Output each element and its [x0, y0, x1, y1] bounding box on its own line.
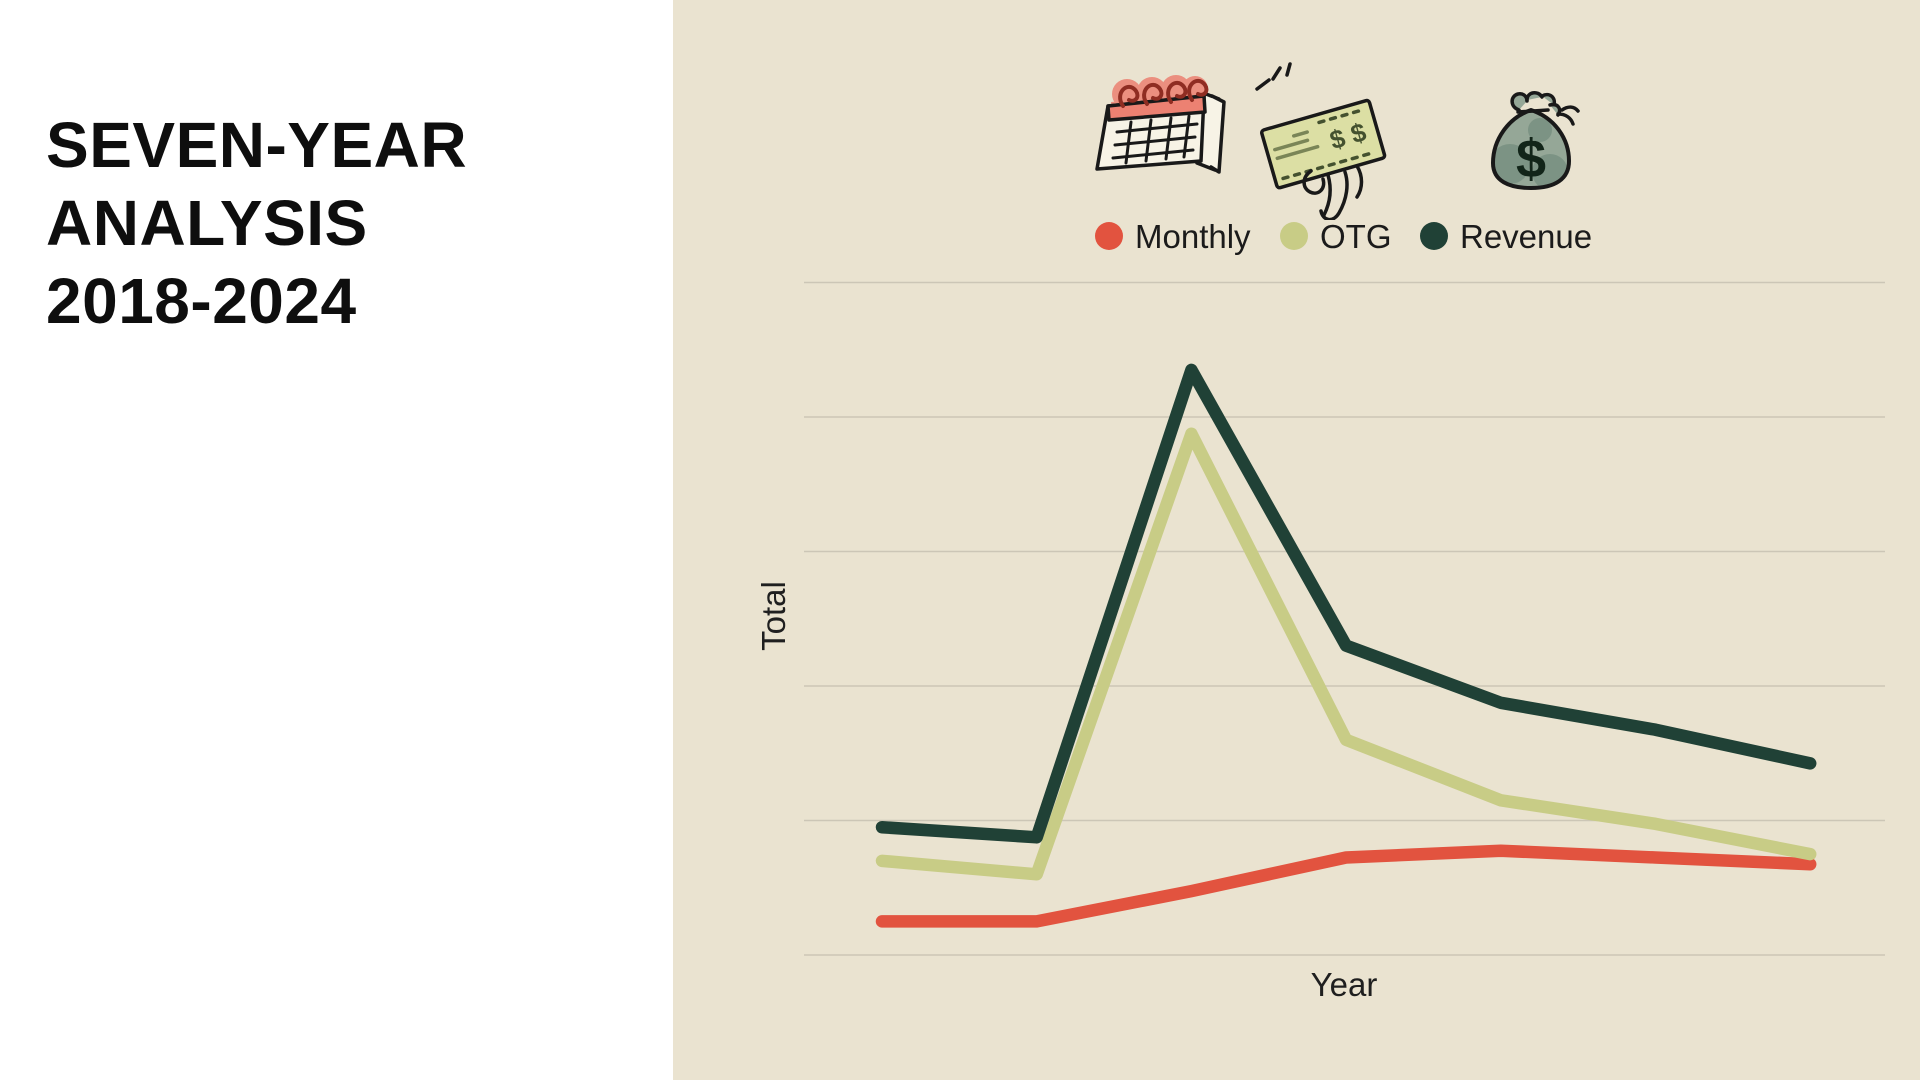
x-axis-label: Year — [1310, 966, 1378, 1003]
legend-item-monthly: Monthly — [1095, 217, 1251, 255]
page-title: SEVEN-YEAR ANALYSIS 2018-2024 — [46, 106, 467, 340]
money-check-icon: $ $ — [1255, 62, 1387, 220]
bag-dollar-text: $ — [1516, 129, 1546, 189]
legend-item-revenue: Revenue — [1420, 217, 1593, 255]
revenue-dot-icon — [1420, 222, 1448, 250]
legend-label-monthly: Monthly — [1135, 217, 1251, 255]
title-line-3: 2018-2024 — [46, 265, 357, 337]
monthly-dot-icon — [1095, 222, 1123, 250]
calendar-icon — [1095, 75, 1226, 174]
money-bag-icon: $ — [1491, 91, 1580, 190]
legend-label-otg: OTG — [1320, 217, 1392, 255]
y-axis-label: Total — [755, 581, 792, 651]
legend-item-otg: OTG — [1280, 217, 1392, 255]
title-line-1: SEVEN-YEAR — [46, 109, 468, 181]
legend-label-revenue: Revenue — [1460, 217, 1593, 255]
left-panel: SEVEN-YEAR ANALYSIS 2018-2024 — [0, 0, 673, 1080]
title-line-2: ANALYSIS — [46, 187, 368, 259]
otg-dot-icon — [1280, 222, 1308, 250]
